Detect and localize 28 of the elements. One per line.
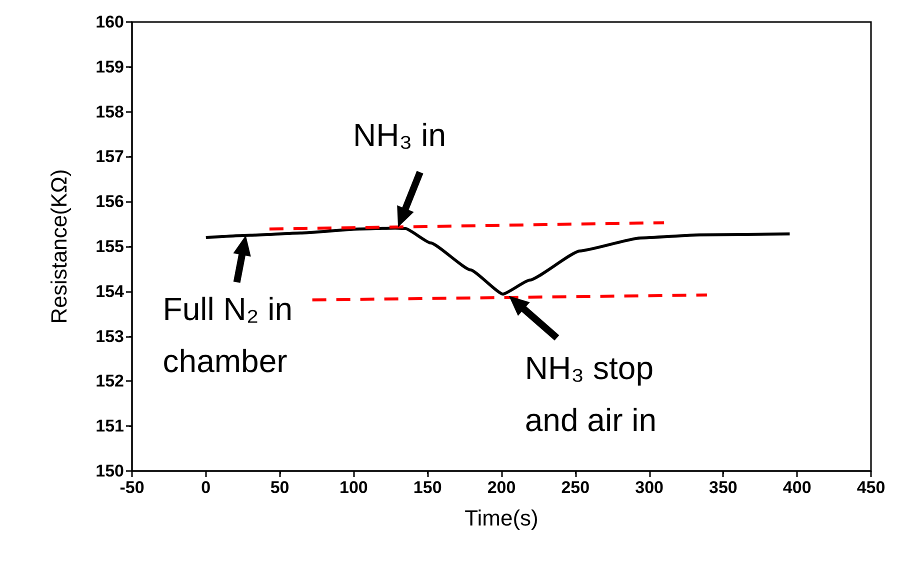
x-tick-label: 50	[270, 478, 290, 497]
x-tick-label: 300	[635, 478, 664, 497]
y-tick-label: 158	[96, 102, 124, 122]
y-tick-label: 156	[96, 192, 124, 212]
y-tick-label: 151	[96, 416, 124, 436]
x-tick-label: 150	[413, 478, 442, 497]
y-tick-label: 153	[96, 326, 124, 346]
x-tick-label: 250	[561, 478, 590, 497]
x-tick-label: 200	[487, 478, 516, 497]
x-tick-label: 0	[201, 478, 211, 497]
x-axis-title: Time(s)	[464, 506, 538, 530]
annotation: NH₃ in	[353, 116, 446, 156]
x-tick-label: -50	[120, 478, 144, 497]
y-tick-label: 150	[96, 462, 124, 480]
y-tick-label: 155	[96, 237, 124, 256]
line-series	[204, 226, 792, 296]
y-axis-title: Resistance(KΩ)	[46, 169, 72, 324]
y-tick-label: 154	[96, 282, 125, 301]
annotation: NH₃ stop and air in	[524, 348, 657, 440]
x-tick-label: 400	[782, 478, 812, 497]
annotation: Full N₂ in chamber	[162, 290, 293, 382]
y-tick-label: 157	[96, 147, 124, 166]
y-tick-label: 152	[96, 372, 124, 391]
y-tick-label: 160	[96, 12, 124, 32]
y-tick-label: 159	[96, 57, 124, 76]
x-tick-label: 100	[340, 478, 368, 497]
x-tick-label: 350	[709, 478, 738, 497]
x-tick-label: 450	[856, 478, 886, 497]
